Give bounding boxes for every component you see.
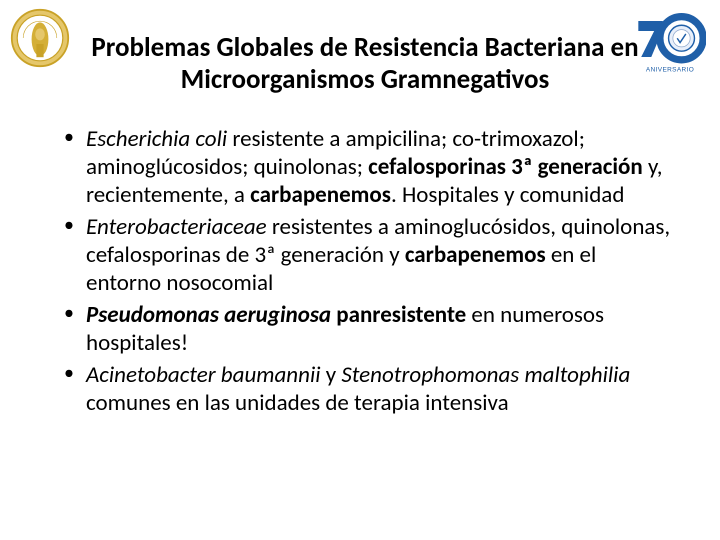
academia-seal-icon [10, 8, 70, 68]
emphasis: carbapenemos [405, 241, 546, 269]
text-run: y [321, 361, 342, 389]
title-line1: Problemas Globales de Resistencia Bacter… [91, 31, 638, 64]
anniversary-70-icon: ANIVERSARIO [634, 8, 706, 80]
organism-name: Acinetobacter baumannii [86, 361, 321, 389]
title-line2: Microorganismos Gramnegativos [181, 63, 550, 96]
emphasis: cefalosporinas 3ª generación [368, 153, 643, 181]
organism-name: Stenotrophomonas maltophilia [341, 361, 630, 389]
bullet-3: Pseudomonas aeruginosa panresistente en … [64, 301, 674, 357]
emphasis: carbapenemos [250, 181, 391, 209]
text-run: comunes en las unidades de terapia inten… [86, 389, 509, 417]
slide-root: ANIVERSARIO Problemas Globales de Resist… [0, 0, 720, 540]
bullet-4: Acinetobacter baumannii y Stenotrophomon… [64, 361, 674, 417]
text-run: . Hospitales y comunidad [391, 181, 624, 209]
bullet-list: Escherichia coli resistente a ampicilina… [64, 125, 674, 417]
organism-name: Enterobacteriaceae [86, 213, 267, 241]
organism-name: Escherichia coli [86, 125, 227, 153]
anniversary-label: ANIVERSARIO [646, 66, 694, 73]
bullet-1: Escherichia coli resistente a ampicilina… [64, 125, 674, 209]
organism-name: Pseudomonas aeruginosa [86, 301, 331, 329]
slide-title: Problemas Globales de Resistencia Bacter… [80, 32, 650, 97]
bullet-2: Enterobacteriaceae resistentes a aminogl… [64, 213, 674, 297]
emphasis: panresistente [331, 301, 466, 329]
